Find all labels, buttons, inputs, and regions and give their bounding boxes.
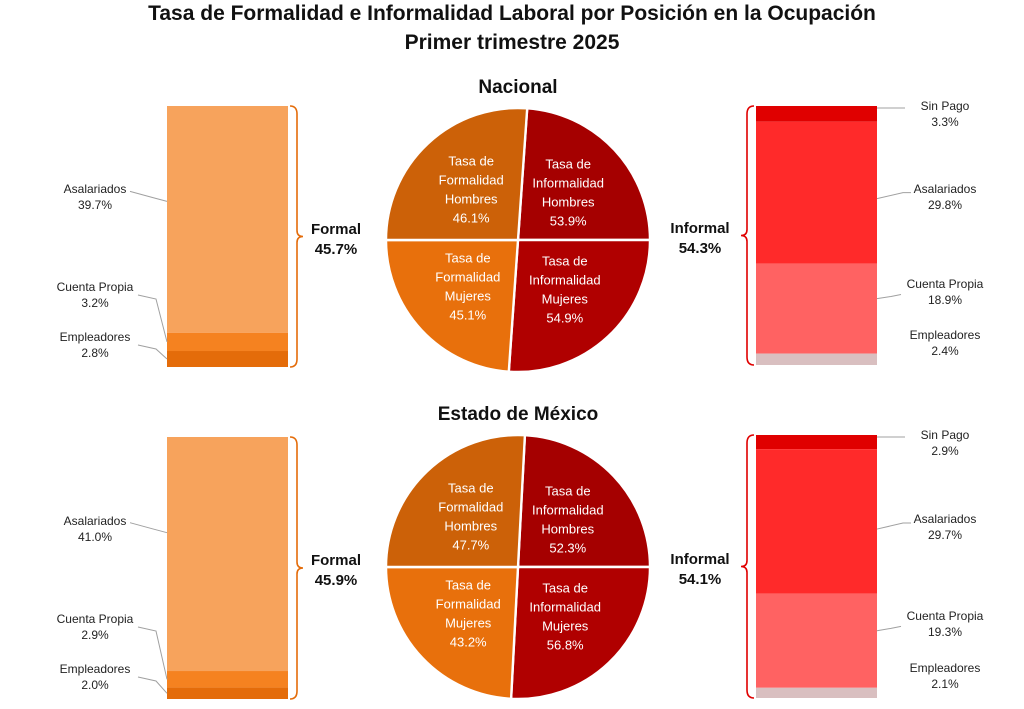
pie-slice-tasa-de-informalidad-hombres: [516, 433, 652, 569]
pie-label-tasa-de-informalidad-hombres: Tasa de Informalidad Hombres 52.3%: [532, 483, 604, 555]
pie-slice-tasa-de-informalidad-hombres: [516, 107, 652, 242]
formal-leader-asalariados: [129, 522, 168, 534]
formal-label-asalariados: Asalariados: [63, 182, 127, 197]
formal-leader-cuenta-propia: [137, 294, 168, 342]
informal-label-asalariados: Asalariados: [913, 512, 977, 527]
informal-bar-asalariados: [756, 121, 877, 264]
formal-leader-cuenta-propia: [137, 626, 168, 680]
formal-label-cuenta-propia: Cuenta Propia: [56, 612, 134, 626]
informal-total-label: Informal: [670, 219, 730, 237]
informal-brace: [740, 105, 755, 366]
informal-brace: [740, 434, 755, 699]
formal-value-empleadores: 2.8%: [81, 346, 109, 360]
section-title-nacional: Nacional: [478, 77, 558, 98]
informal-value-empleadores: 2.4%: [931, 344, 959, 358]
informal-bar-cuenta-propia: [756, 593, 877, 688]
formal-leader-asalariados: [129, 190, 168, 202]
formal-brace: [289, 105, 304, 368]
formal-value-cuenta-propia: 3.2%: [81, 296, 109, 310]
formal-bar-asalariados: [167, 106, 288, 333]
formal-value-asalariados: 39.7%: [77, 198, 113, 213]
formal-bar-cuenta-propia: [167, 332, 288, 352]
formal-bar-empleadores: [167, 687, 288, 699]
pie-slice-tasa-de-formalidad-hombres: [384, 106, 529, 242]
informal-leader-cuenta-propia: [876, 625, 902, 632]
formal-leader-empleadores: [137, 676, 168, 694]
pie-label-tasa-de-formalidad-hombres: Tasa de Formalidad Hombres 47.7%: [438, 481, 503, 553]
pie-label-tasa-de-formalidad-mujeres: Tasa de Formalidad Mujeres 43.2%: [436, 578, 501, 650]
informal-label-asalariados: Asalariados: [913, 181, 977, 196]
informal-bar-sin-pago: [756, 435, 877, 450]
formal-leader-empleadores: [137, 344, 168, 360]
informal-value-asalariados: 29.7%: [927, 528, 963, 543]
pie-slice-tasa-de-formalidad-mujeres: [384, 238, 520, 373]
informal-bar-empleadores: [756, 687, 877, 698]
section-title-estado-de-mexico: Estado de México: [437, 404, 599, 425]
pie-slice-tasa-de-formalidad-mujeres: [384, 565, 520, 701]
pie-label-tasa-de-formalidad-mujeres: Tasa de Formalidad Mujeres 45.1%: [435, 250, 500, 322]
informal-total-value: 54.3%: [678, 239, 722, 257]
informal-bar-asalariados: [756, 449, 877, 594]
informal-label-empleadores: Empleadores: [909, 328, 981, 342]
formal-total-label: Formal: [310, 552, 361, 569]
informal-leader-asalariados: [876, 522, 911, 530]
informal-value-cuenta-propia: 19.3%: [927, 625, 963, 640]
pie-label-tasa-de-informalidad-hombres: Tasa de Informalidad Hombres 53.9%: [532, 157, 604, 229]
informal-label-cuenta-propia: Cuenta Propia: [906, 609, 984, 624]
formal-total-value: 45.7%: [314, 240, 358, 258]
formal-label-empleadores: Empleadores: [59, 330, 131, 344]
pie-label-tasa-de-informalidad-mujeres: Tasa de Informalidad Mujeres 54.9%: [529, 254, 601, 326]
formal-label-empleadores: Empleadores: [59, 662, 131, 676]
informal-label-sin-pago: Sin Pago: [920, 99, 970, 113]
pie-label-tasa-de-informalidad-mujeres: Tasa de Informalidad Mujeres 56.8%: [529, 580, 601, 652]
informal-value-cuenta-propia: 18.9%: [927, 293, 963, 308]
formal-total-value: 45.9%: [314, 572, 358, 589]
formal-value-empleadores: 2.0%: [81, 678, 109, 692]
formal-brace: [289, 436, 304, 700]
formal-bar-cuenta-propia: [167, 671, 288, 688]
formal-label-cuenta-propia: Cuenta Propia: [56, 280, 134, 294]
informal-value-sin-pago: 3.3%: [931, 115, 959, 129]
pie-slice-tasa-de-formalidad-hombres: [384, 433, 527, 569]
informal-label-sin-pago: Sin Pago: [920, 428, 970, 442]
formal-value-cuenta-propia: 2.9%: [81, 628, 109, 642]
formal-value-asalariados: 41.0%: [77, 529, 113, 544]
formal-label-asalariados: Asalariados: [63, 513, 127, 528]
formal-total-label: Formal: [310, 220, 361, 238]
informal-label-cuenta-propia: Cuenta Propia: [906, 277, 984, 292]
informal-bar-cuenta-propia: [756, 263, 877, 354]
informal-leader-cuenta-propia: [876, 293, 902, 300]
informal-value-sin-pago: 2.9%: [931, 444, 959, 458]
pie-slice-tasa-de-informalidad-mujeres: [507, 238, 652, 374]
formal-bar-empleadores: [167, 351, 288, 367]
informal-total-value: 54.1%: [678, 570, 722, 588]
informal-value-empleadores: 2.1%: [931, 677, 959, 691]
formal-bar-asalariados: [167, 437, 288, 672]
pie-slice-tasa-de-informalidad-mujeres: [509, 565, 652, 701]
informal-leader-asalariados: [876, 192, 911, 200]
informal-total-label: Informal: [670, 550, 730, 568]
informal-label-empleadores: Empleadores: [909, 661, 981, 675]
chart-title: Tasa de Formalidad e Informalidad Labora…: [148, 2, 876, 25]
chart-subtitle: Primer trimestre 2025: [404, 31, 620, 54]
informal-value-asalariados: 29.8%: [927, 197, 963, 212]
pie-label-tasa-de-formalidad-hombres: Tasa de Formalidad Hombres 46.1%: [439, 153, 504, 225]
informal-bar-empleadores: [756, 353, 877, 365]
informal-bar-sin-pago: [756, 106, 877, 122]
